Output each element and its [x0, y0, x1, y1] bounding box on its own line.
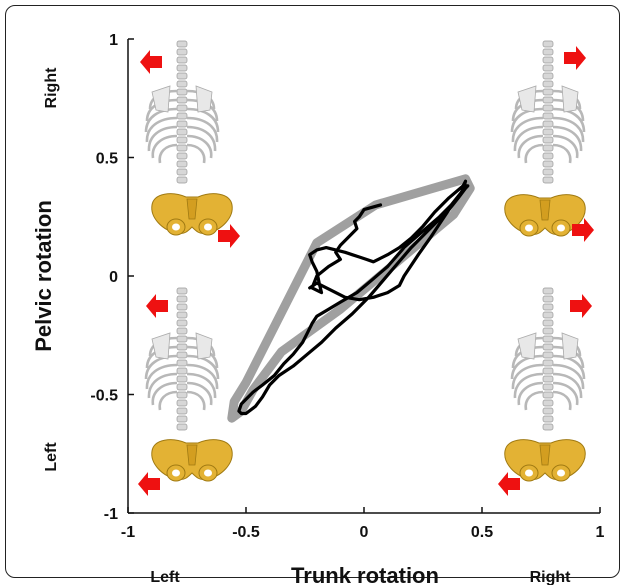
arrow-right-icon [564, 46, 586, 70]
y-tick-label: 0.5 [96, 151, 118, 168]
x-tick-label: 1 [596, 524, 605, 541]
x-tick-label: 0.5 [471, 524, 493, 541]
x-tick-label: 0 [360, 524, 369, 541]
pelvis-bottom-left [151, 439, 233, 482]
skeleton-top-right [510, 40, 586, 184]
y-tick-label: 1 [109, 32, 118, 49]
arrow-right-icon [218, 224, 240, 248]
arrow-left-icon [138, 472, 160, 496]
arrow-left-icon [140, 50, 162, 74]
y-tick-label: -0.5 [90, 388, 118, 405]
arrow-left-icon [498, 472, 520, 496]
x-axis-title: Trunk rotation [291, 563, 439, 585]
x-side-label-right: Right [530, 569, 572, 585]
skeleton-bottom-left [144, 287, 220, 431]
x-side-label-left: Left [150, 569, 180, 585]
x-tick-label: -0.5 [232, 524, 260, 541]
y-side-label-top: Right [43, 67, 60, 109]
skeleton-bottom-right [510, 287, 586, 431]
trajectory-line [237, 179, 470, 416]
y-tick-label: -1 [104, 506, 118, 523]
y-axis-title: Pelvic rotation [31, 200, 56, 352]
pelvis-top-left [151, 193, 233, 236]
skeleton-top-left [144, 40, 220, 184]
plot-axes: -1 -0.5 0 0.5 1 1 0.5 0 -0.5 -1 [90, 32, 604, 541]
x-tick-label: -1 [121, 524, 135, 541]
y-tick-label: 0 [109, 269, 118, 286]
arrow-left-icon [146, 294, 168, 318]
arrow-right-icon [570, 294, 592, 318]
arrow-right-icon [572, 218, 594, 242]
pelvis-bottom-right [504, 439, 586, 482]
envelope-band [227, 174, 475, 423]
y-side-label-bottom: Left [43, 442, 60, 472]
